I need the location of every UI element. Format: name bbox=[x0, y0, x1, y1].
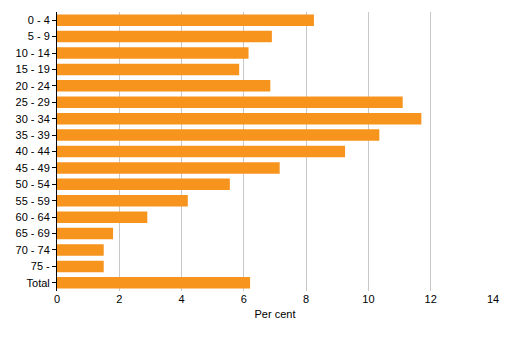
svg-text:0: 0 bbox=[54, 293, 60, 305]
svg-text:45 - 49: 45 - 49 bbox=[16, 162, 50, 174]
svg-text:50 - 54: 50 - 54 bbox=[16, 178, 50, 190]
svg-text:65 - 69: 65 - 69 bbox=[16, 227, 50, 239]
svg-text:15 - 19: 15 - 19 bbox=[16, 63, 50, 75]
svg-text:25 - 29: 25 - 29 bbox=[16, 96, 50, 108]
svg-text:12: 12 bbox=[425, 293, 437, 305]
svg-text:55 - 59: 55 - 59 bbox=[16, 195, 50, 207]
svg-text:70 - 74: 70 - 74 bbox=[16, 244, 50, 256]
svg-text:8: 8 bbox=[303, 293, 309, 305]
svg-text:Total: Total bbox=[27, 277, 50, 289]
svg-text:Per cent: Per cent bbox=[255, 308, 296, 320]
svg-text:14: 14 bbox=[487, 293, 499, 305]
svg-text:40 - 44: 40 - 44 bbox=[16, 145, 50, 157]
svg-text:10 - 14: 10 - 14 bbox=[16, 47, 50, 59]
svg-text:10: 10 bbox=[362, 293, 374, 305]
svg-text:2: 2 bbox=[116, 293, 122, 305]
svg-text:35 - 39: 35 - 39 bbox=[16, 129, 50, 141]
svg-text:20 - 24: 20 - 24 bbox=[16, 80, 50, 92]
svg-text:30 - 34: 30 - 34 bbox=[16, 113, 50, 125]
svg-text:75 -: 75 - bbox=[31, 260, 50, 272]
svg-text:4: 4 bbox=[179, 293, 185, 305]
svg-text:60 - 64: 60 - 64 bbox=[16, 211, 50, 223]
svg-text:5 - 9: 5 - 9 bbox=[28, 30, 50, 42]
svg-text:6: 6 bbox=[241, 293, 247, 305]
svg-text:0 - 4: 0 - 4 bbox=[28, 14, 50, 26]
